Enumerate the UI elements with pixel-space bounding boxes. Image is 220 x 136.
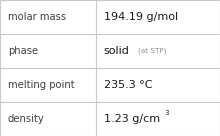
Text: phase: phase — [8, 46, 38, 56]
Text: 3: 3 — [165, 110, 169, 116]
Text: (at STP): (at STP) — [138, 48, 166, 54]
Text: density: density — [8, 114, 45, 124]
Text: melting point: melting point — [8, 80, 75, 90]
Text: 1.23 g/cm: 1.23 g/cm — [104, 114, 160, 124]
Text: solid: solid — [104, 46, 130, 56]
Text: 194.19 g/mol: 194.19 g/mol — [104, 12, 178, 22]
Text: molar mass: molar mass — [8, 12, 66, 22]
Text: 235.3 °C: 235.3 °C — [104, 80, 152, 90]
